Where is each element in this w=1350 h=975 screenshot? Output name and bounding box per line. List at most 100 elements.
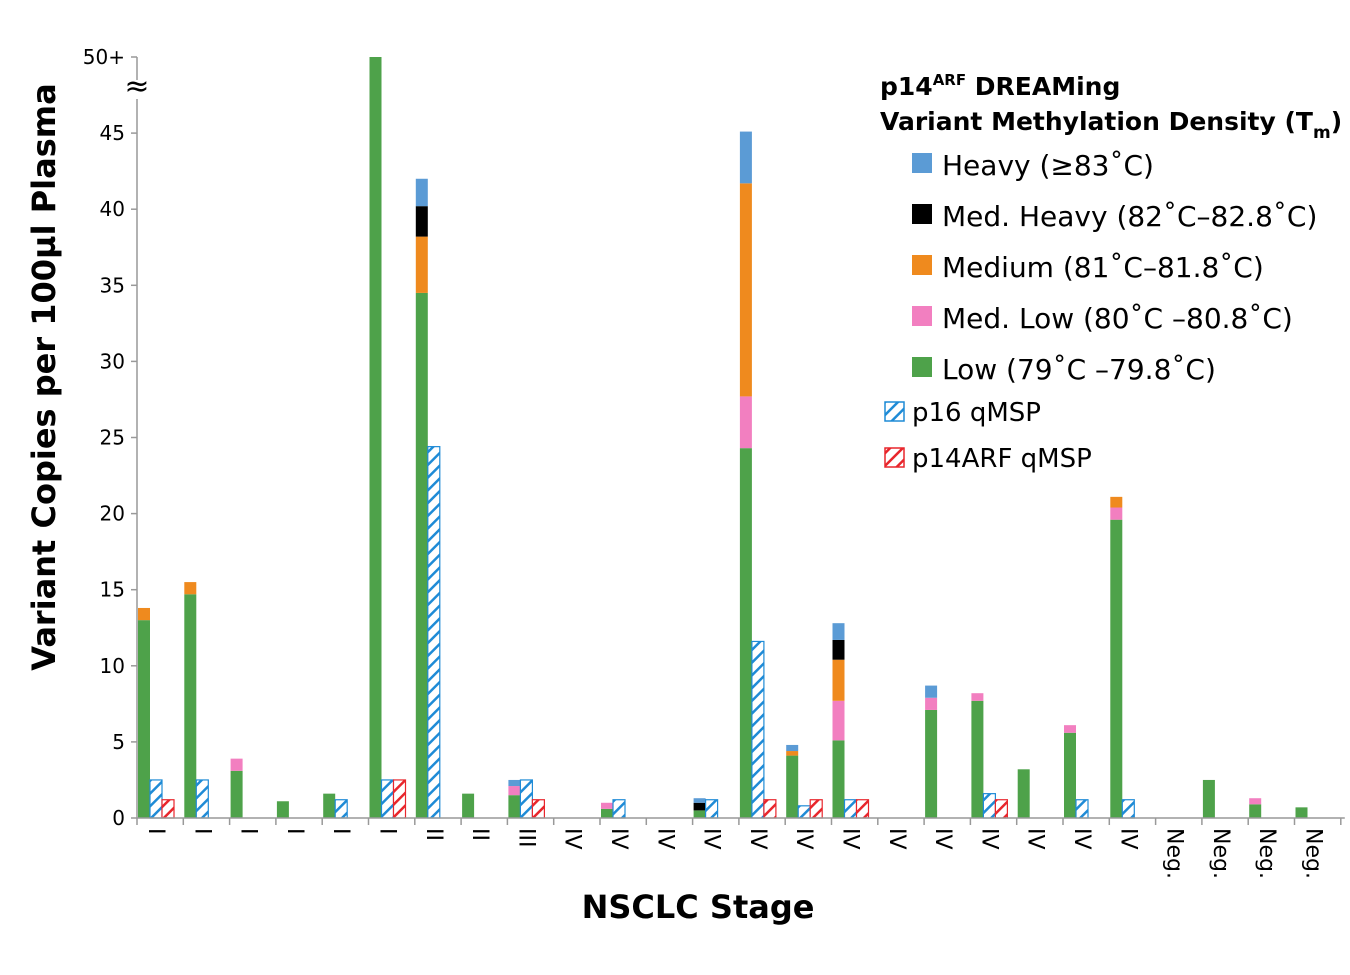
bar-segment [462,793,475,818]
bar-p14arf [994,799,1009,819]
category-group [276,801,289,818]
bar-segment [971,693,984,701]
bar-p14arf [763,799,777,819]
category-group [1249,798,1262,818]
category-group [415,178,441,819]
category-group [971,693,1009,819]
category-group [1110,496,1135,819]
x-category-label: Neg. [1162,828,1187,879]
bar-segment [786,755,799,818]
bar-segment [832,700,845,741]
legend-title-line2: Variant Methylation Density (Tm) [880,107,1342,143]
bar-segment [925,685,938,698]
x-category-label: IV [652,828,677,850]
bar-p16 [380,779,395,819]
y-tick-label: 20 [100,502,125,526]
x-category-label: IV [699,828,724,850]
bar-p14arf [531,799,546,819]
x-category-label: IV [838,828,863,850]
bar-segment [230,770,243,818]
bar-segment [369,57,382,818]
category-group [1295,807,1308,818]
x-category-label: Neg. [1301,828,1326,879]
x-category-label: Neg. [1208,828,1233,879]
bar-p16 [751,640,765,819]
category-group [601,799,626,819]
bar-segment [971,700,984,818]
y-tick-label: 5 [112,730,125,754]
x-category-label: Neg. [1254,828,1279,879]
y-tick-label: 35 [100,273,125,297]
bar-segment [832,639,845,660]
bar-segment [1202,779,1215,818]
x-category-label: IV [791,828,816,850]
bar-segment [415,292,428,818]
bar-p16 [982,793,997,819]
y-tick-label: 50+ [83,45,125,69]
x-category-label: IV [930,828,955,850]
legend-item-label: Heavy (≥83˚C) [942,149,1154,182]
bar-segment [693,798,706,803]
bar-segment [739,183,752,397]
x-category-label: IV [745,828,770,850]
legend-item-label: Low (79˚C –79.8˚C) [942,353,1216,386]
category-group [739,131,777,819]
category-group [230,758,243,818]
y-tick-label: 15 [100,578,125,602]
x-category-label: I [143,828,168,835]
x-category-label: IV [1115,828,1140,850]
bar-segment [925,697,938,710]
category-group [462,793,475,818]
x-category-label: I [189,828,214,835]
x-category-label: I [375,828,400,835]
bar-p16 [334,799,348,819]
bar-p14arf [809,799,823,819]
legend-swatch [912,357,932,377]
bar-segment [1110,496,1123,508]
x-category-label: IV [1069,828,1094,850]
legend-item-label: Medium (81˚C–81.8˚C) [942,251,1264,284]
bar-segment [832,740,845,818]
category-group [508,779,546,819]
category-group [1202,779,1215,818]
bar-segment [1017,769,1030,818]
category-group [925,685,938,818]
category-group [786,744,823,819]
category-group [1017,769,1030,818]
bar-segment [601,808,613,818]
x-category-label: I [328,828,353,835]
x-axis-title: NSCLC Stage [582,888,815,926]
x-category-label: IV [884,828,909,850]
bar-segment [693,802,706,811]
bar-segment [786,751,799,756]
legend-item-label: Med. Low (80˚C –80.8˚C) [942,302,1293,335]
bar-p16 [843,799,858,819]
bar-p16 [149,779,163,819]
bar-segment [138,607,150,621]
bar-segment [925,709,938,818]
y-tick-label: 40 [100,197,125,221]
bar-segment [184,582,197,595]
x-category-label: II [467,828,492,841]
bar-segment [1110,519,1123,818]
category-group [1064,725,1089,819]
bar-p16 [612,799,626,819]
bar-segment [832,659,845,701]
legend-item-label: p16 qMSP [912,398,1041,428]
bar-p16 [797,805,811,819]
bar-segment [739,396,752,449]
plot-area [138,57,1308,819]
legend-item-label: p14ARF qMSP [912,444,1092,474]
bar-segment [1064,725,1076,733]
legend-title-line1: p14ARF DREAMing [880,71,1120,101]
bar-segment [184,594,197,818]
bar-p16 [195,779,209,819]
bar-segment [832,623,845,640]
bar-p14arf [161,799,175,819]
y-tick-labels: 0 5 10 15 20 25 30 35 40 45 50+ [83,45,125,830]
x-category-label: I [236,828,261,835]
category-group [184,582,209,819]
bar-segment [323,793,336,818]
bar-segment [693,810,706,818]
